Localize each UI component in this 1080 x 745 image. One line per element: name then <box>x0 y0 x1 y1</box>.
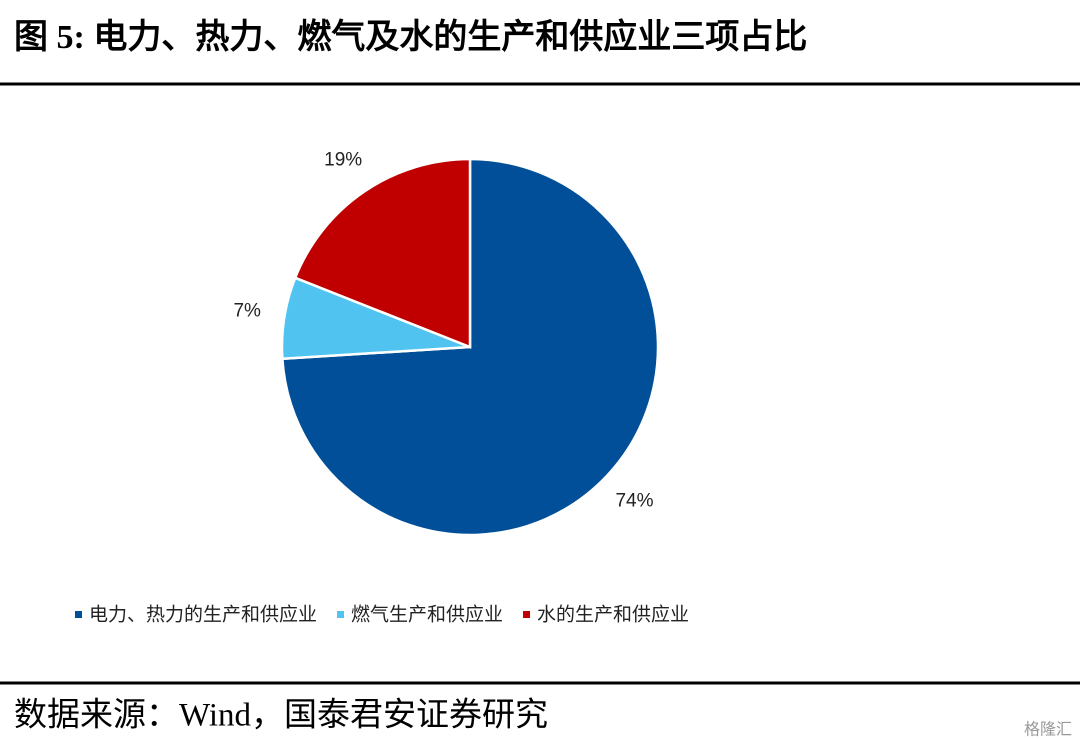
legend-label: 燃气生产和供应业 <box>351 604 503 626</box>
data-label: 19% <box>324 149 362 170</box>
pie-slice <box>293 157 472 349</box>
data-label: 7% <box>233 301 261 322</box>
legend-swatch <box>75 611 82 618</box>
source-note: 数据来源：Wind，国泰君安证券研究 <box>14 697 548 734</box>
legend-label: 水的生产和供应业 <box>537 604 689 626</box>
data-label: 74% <box>615 490 653 511</box>
watermark: 格隆汇 <box>1024 720 1072 739</box>
legend-swatch <box>337 611 345 618</box>
legend-swatch <box>523 611 531 618</box>
chart-title: 图 5: 电力、热力、燃气及水的生产和供应业三项占比 <box>14 18 807 56</box>
legend-label: 电力、热力的生产和供应业 <box>89 604 317 626</box>
